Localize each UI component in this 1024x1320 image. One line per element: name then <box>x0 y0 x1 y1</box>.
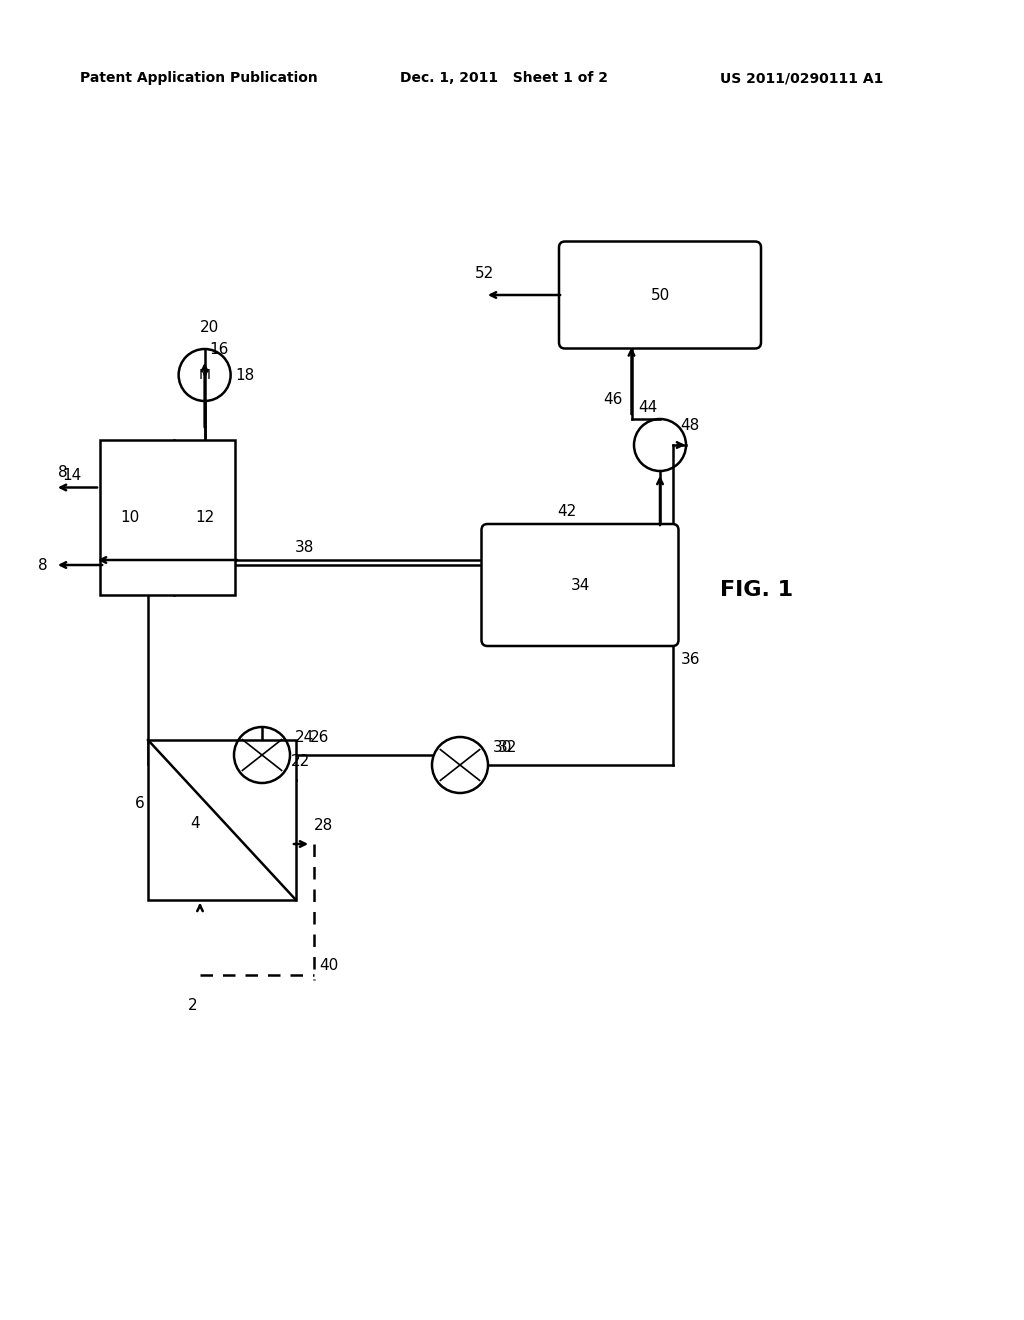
Text: 36: 36 <box>681 652 700 668</box>
Text: FIG. 1: FIG. 1 <box>720 579 794 601</box>
Bar <box>100 440 234 595</box>
Text: 8: 8 <box>38 557 48 573</box>
Text: 48: 48 <box>681 417 699 433</box>
Text: M: M <box>199 368 211 381</box>
Text: Dec. 1, 2011   Sheet 1 of 2: Dec. 1, 2011 Sheet 1 of 2 <box>400 71 608 84</box>
Text: 12: 12 <box>196 510 215 525</box>
Text: 38: 38 <box>295 540 314 554</box>
Text: 20: 20 <box>200 319 219 334</box>
Text: 50: 50 <box>650 288 670 302</box>
Text: Patent Application Publication: Patent Application Publication <box>80 71 317 84</box>
Text: 4: 4 <box>190 816 200 830</box>
Text: 34: 34 <box>570 578 590 593</box>
Text: 16: 16 <box>210 342 229 358</box>
FancyBboxPatch shape <box>481 524 679 645</box>
Text: 6: 6 <box>135 796 144 812</box>
Text: 42: 42 <box>557 504 577 520</box>
Text: 30: 30 <box>493 739 512 755</box>
Text: 10: 10 <box>120 510 139 525</box>
Bar <box>148 741 296 900</box>
Text: 46: 46 <box>603 392 623 407</box>
Text: 40: 40 <box>319 957 338 973</box>
Text: 18: 18 <box>236 367 255 383</box>
Text: 14: 14 <box>62 467 81 483</box>
Text: 2: 2 <box>188 998 198 1012</box>
Text: 32: 32 <box>498 739 517 755</box>
Text: 8: 8 <box>58 465 68 480</box>
Text: 28: 28 <box>314 818 333 833</box>
Text: 52: 52 <box>475 265 495 281</box>
Text: 24: 24 <box>295 730 314 744</box>
Text: 22: 22 <box>291 755 310 770</box>
Text: 44: 44 <box>638 400 657 414</box>
Text: US 2011/0290111 A1: US 2011/0290111 A1 <box>720 71 884 84</box>
Text: 26: 26 <box>310 730 330 744</box>
FancyBboxPatch shape <box>559 242 761 348</box>
